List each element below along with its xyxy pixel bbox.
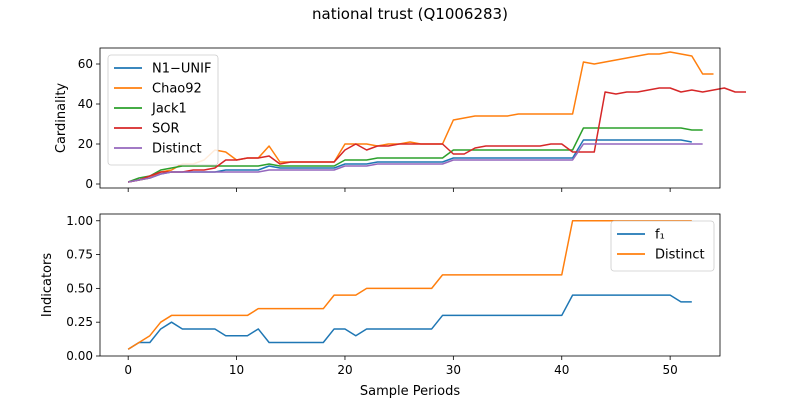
x-tick-label-30: 30 xyxy=(446,363,461,377)
x-tick-label-20: 20 xyxy=(337,363,352,377)
x-tick-label-10: 10 xyxy=(229,363,244,377)
y-tick-label-2-3: 0.75 xyxy=(66,248,93,262)
legend-2: f₁ Distinct xyxy=(610,220,715,272)
y-tick-label-1-0: 0 xyxy=(85,177,93,191)
axes-frame-2 xyxy=(99,213,721,357)
legend-box-1 xyxy=(107,54,219,166)
subplot-1: 0 20 40 60 Cardinality N1−UNIF Chao92 Jack1 SOR D… xyxy=(54,47,747,192)
series-line-1-4 xyxy=(128,87,747,183)
x-tick-label-50: 50 xyxy=(662,363,677,377)
series-line-2-2 xyxy=(127,220,692,350)
legend-label-1-5: Distinct xyxy=(152,142,202,157)
y-axis-label-1: Cardinality xyxy=(54,83,69,154)
subplot-2: 0 10 20 30 40 50 0.00 0.25 0.50 0.75 1.00 Indicator… xyxy=(40,213,721,399)
series-line-1-3 xyxy=(127,127,703,183)
series-line-2-1 xyxy=(127,294,692,350)
figure-title: national trust (Q1006283) xyxy=(312,5,508,23)
y-tick-label-2-0: 0.00 xyxy=(66,349,93,363)
series-line-1-5 xyxy=(128,143,703,183)
x-tick-label-40: 40 xyxy=(554,363,569,377)
legend-label-1-4: SOR xyxy=(152,122,180,137)
legend-label-2-2: Distinct xyxy=(655,248,705,263)
legend-label-1-3: Jack1 xyxy=(151,102,187,117)
y-tick-label-2-2: 0.50 xyxy=(66,281,93,295)
y-tick-label-2-1: 0.25 xyxy=(66,315,93,329)
y-tick-label-1-2: 40 xyxy=(78,97,93,111)
legend-label-1-2: Chao92 xyxy=(152,82,202,97)
y-tick-label-2-4: 1.00 xyxy=(66,214,93,228)
y-axis-label-2: Indicators xyxy=(40,253,55,317)
legend-label-1-1: N1−UNIF xyxy=(152,62,211,77)
legend-label-2-1: f₁ xyxy=(655,228,665,243)
axes-frame-1 xyxy=(99,47,721,189)
x-axis-label: Sample Periods xyxy=(360,384,460,399)
series-line-1-1 xyxy=(128,139,692,183)
x-tick-label-0: 0 xyxy=(124,363,132,377)
legend-1: N1−UNIF Chao92 Jack1 SOR Distinct xyxy=(107,54,219,166)
y-tick-label-1-1: 20 xyxy=(78,137,93,151)
y-tick-label-1-3: 60 xyxy=(78,57,93,71)
